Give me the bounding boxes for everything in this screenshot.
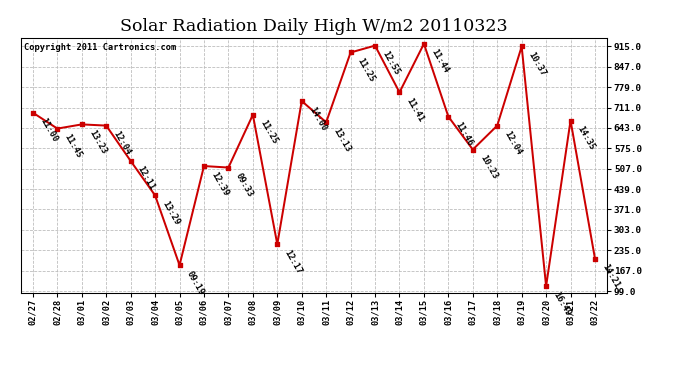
Point xyxy=(589,256,600,262)
Text: 14:00: 14:00 xyxy=(307,105,328,132)
Text: 10:37: 10:37 xyxy=(527,51,548,78)
Point xyxy=(394,89,405,95)
Point xyxy=(52,126,63,132)
Point xyxy=(418,41,429,47)
Text: 13:29: 13:29 xyxy=(161,200,181,226)
Text: Copyright 2011 Cartronics.com: Copyright 2011 Cartronics.com xyxy=(23,43,176,52)
Text: 13:13: 13:13 xyxy=(331,126,353,153)
Point xyxy=(296,98,307,104)
Point xyxy=(321,119,332,125)
Text: 11:00: 11:00 xyxy=(38,117,59,144)
Text: 13:23: 13:23 xyxy=(87,128,108,156)
Title: Solar Radiation Daily High W/m2 20110323: Solar Radiation Daily High W/m2 20110323 xyxy=(120,18,508,35)
Text: 14:21: 14:21 xyxy=(600,262,621,290)
Text: 12:17: 12:17 xyxy=(283,248,304,276)
Point xyxy=(492,123,503,129)
Point xyxy=(516,44,527,50)
Point xyxy=(125,158,136,164)
Point xyxy=(199,163,210,169)
Point xyxy=(101,123,112,129)
Point xyxy=(174,262,185,268)
Text: 14:35: 14:35 xyxy=(576,124,597,152)
Text: 10:23: 10:23 xyxy=(478,154,499,181)
Text: 11:25: 11:25 xyxy=(356,57,377,84)
Point xyxy=(272,241,283,247)
Text: 12:55: 12:55 xyxy=(380,50,402,77)
Point xyxy=(247,112,258,118)
Text: 11:45: 11:45 xyxy=(63,133,83,160)
Point xyxy=(467,147,478,153)
Point xyxy=(443,114,454,120)
Text: 12:04: 12:04 xyxy=(112,130,132,157)
Point xyxy=(565,117,576,123)
Text: 12:11: 12:11 xyxy=(136,165,157,192)
Point xyxy=(28,110,39,116)
Text: 12:39: 12:39 xyxy=(209,170,230,197)
Point xyxy=(370,43,381,49)
Text: 11:44: 11:44 xyxy=(429,48,450,75)
Point xyxy=(223,165,234,171)
Text: 11:41: 11:41 xyxy=(405,96,426,124)
Text: 12:04: 12:04 xyxy=(502,130,524,157)
Text: 09:19: 09:19 xyxy=(185,269,206,297)
Text: 11:46: 11:46 xyxy=(454,121,475,148)
Point xyxy=(150,192,161,198)
Text: 16:49: 16:49 xyxy=(551,290,573,318)
Text: 09:33: 09:33 xyxy=(234,171,255,199)
Point xyxy=(345,50,356,55)
Point xyxy=(77,122,88,128)
Point xyxy=(540,283,551,289)
Text: 11:25: 11:25 xyxy=(258,119,279,146)
